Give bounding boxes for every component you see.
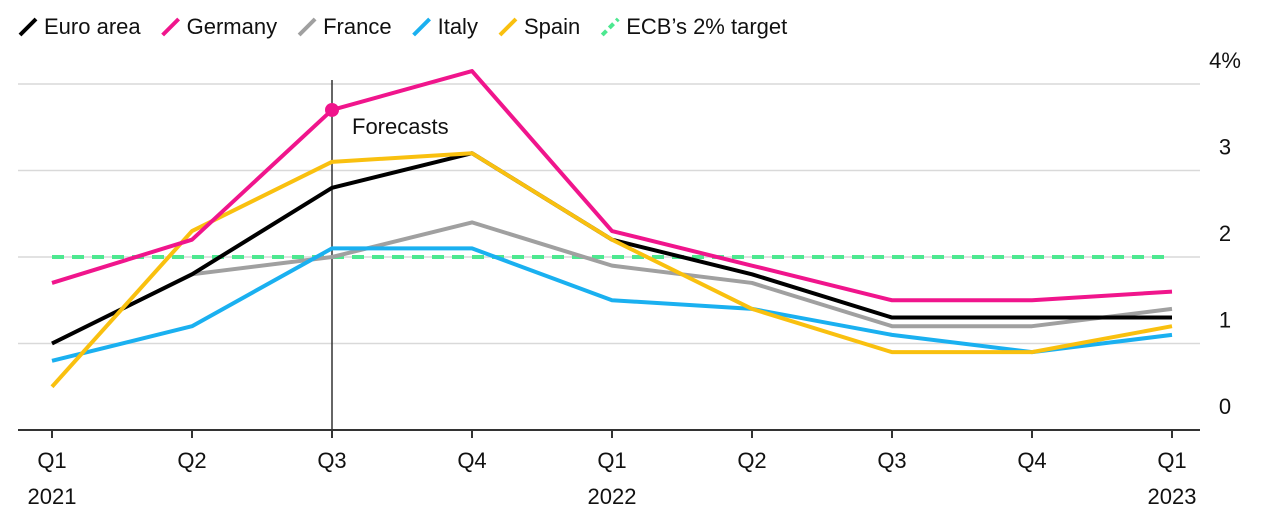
legend-label: ECB’s 2% target (626, 14, 787, 39)
x-tick-label: Q4 (1017, 448, 1046, 473)
legend-swatch (498, 17, 518, 37)
series-line (51, 151, 1172, 346)
x-year-label: 2022 (588, 484, 637, 509)
series-line (51, 220, 1173, 346)
forecast-label: Forecasts (352, 114, 449, 139)
legend-label: Spain (524, 14, 580, 39)
x-tick-label: Q1 (1157, 448, 1186, 473)
x-year-label: 2021 (28, 484, 77, 509)
legend-label: Germany (187, 14, 277, 39)
legend-swatch (297, 17, 317, 37)
x-year-label: 2023 (1148, 484, 1197, 509)
x-tick-label: Q4 (457, 448, 486, 473)
y-tick-label: 2 (1219, 221, 1231, 246)
x-tick-label: Q3 (317, 448, 346, 473)
legend-swatch (161, 17, 181, 37)
y-tick-label: 4% (1209, 48, 1241, 73)
y-tick-label: 1 (1219, 308, 1231, 333)
y-tick-label: 0 (1219, 394, 1231, 419)
series-line (50, 151, 1173, 389)
series-line (51, 246, 1173, 363)
legend-swatch (600, 17, 620, 37)
x-tick-label: Q2 (177, 448, 206, 473)
x-tick-label: Q2 (737, 448, 766, 473)
legend-label: Italy (438, 14, 478, 39)
series-line (51, 69, 1173, 303)
forecast-dot (325, 102, 339, 117)
x-tick-label: Q3 (877, 448, 906, 473)
legend-swatch (18, 17, 38, 37)
x-tick-label: Q1 (37, 448, 66, 473)
legend-label: Euro area (44, 14, 141, 39)
x-tick-label: Q1 (597, 448, 626, 473)
legend-label: France (323, 14, 391, 39)
legend-swatch (412, 17, 432, 37)
y-tick-label: 3 (1219, 135, 1231, 160)
